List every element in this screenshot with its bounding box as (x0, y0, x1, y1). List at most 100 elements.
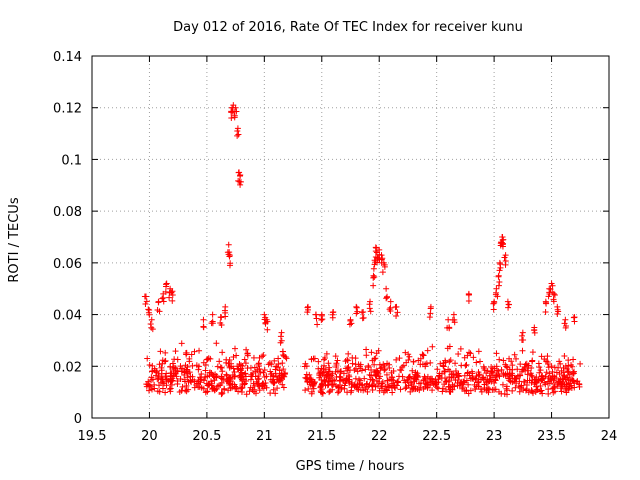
data-point (317, 384, 324, 391)
data-point (148, 316, 155, 323)
data-point (200, 377, 207, 384)
data-point (176, 388, 183, 395)
data-point (517, 361, 524, 368)
data-point (349, 360, 356, 367)
data-point (325, 360, 332, 367)
data-point (506, 377, 513, 384)
data-point (283, 355, 290, 362)
data-point (452, 360, 459, 367)
data-point (261, 367, 268, 374)
y-tick-label: 0.04 (53, 309, 82, 324)
data-point (455, 377, 462, 384)
data-point (549, 385, 556, 392)
data-point (466, 349, 473, 356)
data-point (397, 386, 404, 393)
data-point (493, 350, 500, 357)
y-tick-label: 0.06 (53, 257, 82, 272)
data-point (149, 362, 156, 369)
data-point (232, 104, 239, 111)
data-point (450, 311, 457, 318)
data-point (369, 357, 376, 364)
data-point (435, 376, 442, 383)
plot-frame (91, 55, 610, 419)
data-point (141, 293, 148, 300)
data-point (541, 356, 548, 363)
data-point (191, 384, 198, 391)
data-point (484, 384, 491, 391)
data-point (401, 377, 408, 384)
data-point (252, 390, 259, 397)
data-point (465, 298, 472, 305)
data-point (167, 372, 174, 379)
data-point (335, 383, 342, 390)
y-tick-label: 0.02 (53, 360, 82, 375)
data-point (249, 386, 256, 393)
data-point (313, 315, 320, 322)
y-tick-label: 0.1 (61, 153, 82, 168)
data-point (181, 372, 188, 379)
data-point (441, 381, 448, 388)
data-point (514, 373, 521, 380)
data-point (267, 368, 274, 375)
data-point (373, 373, 380, 380)
data-point (305, 385, 312, 392)
data-point (346, 376, 353, 383)
data-point (407, 379, 414, 386)
x-tick-label: 19.5 (78, 429, 107, 444)
data-point (276, 367, 283, 374)
data-point (223, 371, 230, 378)
data-point (564, 368, 571, 375)
data-point (531, 327, 538, 334)
data-point (338, 368, 345, 375)
data-point (373, 367, 380, 374)
data-point (402, 385, 409, 392)
data-point (489, 374, 496, 381)
data-point (405, 351, 412, 358)
x-tick-label: 20.5 (192, 429, 221, 444)
data-point (282, 369, 289, 376)
data-point (389, 389, 396, 396)
data-point (233, 352, 240, 359)
data-point (424, 347, 431, 354)
data-point (549, 372, 556, 379)
data-point (446, 383, 453, 390)
data-point (177, 363, 184, 370)
data-point (499, 243, 506, 250)
data-point (160, 298, 167, 305)
data-point (563, 381, 570, 388)
data-point (497, 264, 504, 271)
data-point (204, 373, 211, 380)
data-point (200, 359, 207, 366)
y-tick-label: 0 (74, 412, 82, 427)
data-point (527, 370, 534, 377)
data-point (217, 364, 224, 371)
data-point (264, 326, 271, 333)
data-point (226, 253, 233, 260)
data-point (278, 329, 285, 336)
data-point (231, 345, 238, 352)
data-point (440, 363, 447, 370)
data-point (452, 367, 459, 374)
data-point (542, 308, 549, 315)
data-point (325, 368, 332, 375)
data-point (520, 336, 527, 343)
data-point (169, 366, 176, 373)
data-point (148, 386, 155, 393)
data-point (499, 237, 506, 244)
data-point (302, 387, 309, 394)
data-point (319, 316, 326, 323)
data-point (577, 360, 584, 367)
data-point (344, 356, 351, 363)
data-point (555, 308, 562, 315)
data-point (302, 360, 309, 367)
data-point (491, 380, 498, 387)
data-point (494, 293, 501, 300)
data-point (146, 361, 153, 368)
data-point (545, 380, 552, 387)
data-point (566, 385, 573, 392)
data-point (311, 379, 318, 386)
data-point (263, 373, 270, 380)
chart-title: Day 012 of 2016, Rate Of TEC Index for r… (173, 20, 523, 35)
data-point (250, 380, 257, 387)
data-point (368, 372, 375, 379)
